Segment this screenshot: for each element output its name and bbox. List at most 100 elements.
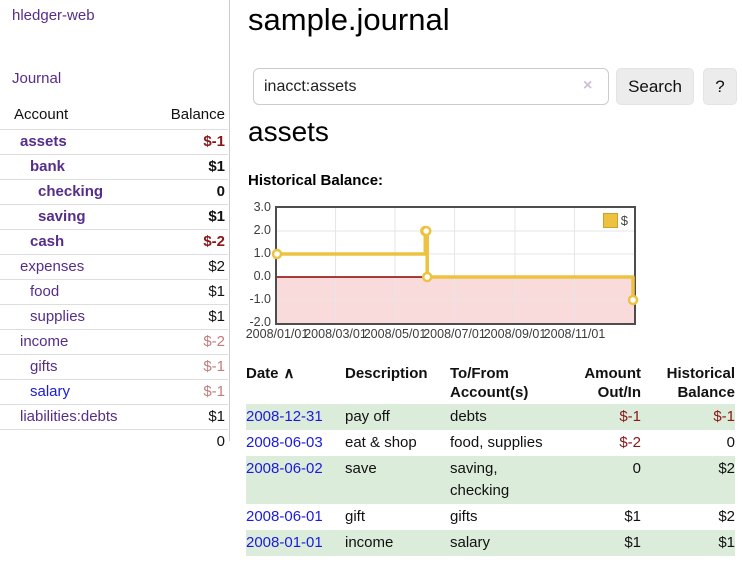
register-header-balance: Historical Balance [666,365,735,401]
transaction-description: income [345,534,394,551]
transaction-balance: $1 [718,534,735,551]
transaction-accounts: food, supplies [450,434,543,451]
account-balance: $1 [153,204,228,230]
clear-search-icon[interactable]: × [583,77,593,94]
account-balance: $1 [153,154,228,180]
accounts-total-row: 0 [0,429,228,454]
transaction-date-link[interactable]: 2008-06-01 [246,508,323,525]
account-link[interactable]: food [30,283,60,300]
account-link[interactable]: cash [30,233,65,250]
y-tick-label: 1.0 [253,246,271,260]
y-tick-label: -2.0 [249,315,271,329]
y-tick-label: -1.0 [249,292,271,306]
accounts-header-account: Account [14,106,69,123]
y-tick-label: 2.0 [253,223,271,237]
transaction-row: 2008-06-02 save saving, checking 0 $2 [246,456,735,504]
account-link[interactable]: checking [38,183,104,200]
transaction-amount: $1 [624,534,641,551]
accounts-table: Account Balance assets $-1 bank $1 check… [0,102,228,454]
account-row: cash $-2 [0,229,228,255]
help-button[interactable]: ? [703,68,737,105]
transaction-balance: $-1 [713,408,735,425]
account-link[interactable]: gifts [30,358,58,375]
transaction-balance: $2 [718,508,735,525]
sort-ascending-icon: ∧ [283,365,295,382]
account-balance: $1 [153,404,228,430]
register-header-date[interactable]: Date ∧ [246,362,345,404]
account-row: income $-2 [0,329,228,355]
x-tick-label: 2008/05/01 [363,327,427,341]
account-link[interactable]: income [20,333,69,350]
main-content: sample.journal × Search ? assets Histori… [230,0,742,582]
accounts-total: 0 [153,429,228,454]
x-tick-label: 2008/07/01 [423,327,486,341]
account-row: checking 0 [0,179,228,205]
transaction-row: 2008-01-01 income salary $1 $1 [246,530,735,556]
account-row: bank $1 [0,154,228,180]
transaction-balance: $2 [718,460,735,477]
register-header-amount: Amount Out/In [584,365,641,401]
transaction-accounts: salary [450,534,491,551]
y-tick-label: 0.0 [253,269,271,283]
account-balance: $-1 [153,354,228,380]
account-balance: $-2 [153,329,228,355]
transaction-amount: $1 [624,508,641,525]
account-link[interactable]: expenses [20,258,85,275]
transaction-date-link[interactable]: 2008-12-31 [246,408,323,425]
register-body: 2008-12-31 pay off debts $-1 $-1 2008-06… [246,404,735,556]
transaction-accounts: gifts [450,508,478,525]
transaction-balance: 0 [726,434,735,451]
transaction-description: save [345,460,377,477]
account-balance: $1 [153,304,228,330]
account-link[interactable]: bank [30,158,66,175]
x-tick-label: 2008/09/01 [483,327,547,341]
chart-plot: $ [271,206,639,325]
legend-label: $ [620,213,628,228]
account-balance: 0 [153,179,228,205]
account-link[interactable]: supplies [30,308,86,325]
sidebar: hledger-web Journal Account Balance asse… [0,0,230,454]
account-row: expenses $2 [0,254,228,280]
account-link[interactable]: saving [38,208,86,225]
page-title: sample.journal [248,2,450,37]
transaction-row: 2008-06-03 eat & shop food, supplies $-2… [246,430,735,456]
transaction-date-link[interactable]: 2008-06-03 [246,434,323,451]
account-balance: $1 [153,279,228,305]
transaction-date-link[interactable]: 2008-06-02 [246,460,323,477]
search-button[interactable]: Search [616,68,694,105]
account-balance: $-1 [153,129,228,155]
chart-x-axis: 2008/01/01 2008/03/01 2008/05/01 2008/07/01… [246,327,634,343]
sidebar-item-journal[interactable]: Journal [12,70,62,87]
app-title-link[interactable]: hledger-web [12,7,95,24]
account-link[interactable]: salary [30,383,71,400]
transaction-accounts: debts [450,408,487,425]
transaction-amount: $-1 [619,408,641,425]
transaction-amount: $-2 [619,434,641,451]
account-row: salary $-1 [0,379,228,405]
search-input[interactable] [253,68,609,105]
chart-legend: $ [600,212,630,229]
transaction-description: eat & shop [345,434,417,451]
accounts-header-balance: Balance [170,106,225,123]
accounts-body: assets $-1 bank $1 checking 0 saving $1 … [0,129,228,454]
account-row: supplies $1 [0,304,228,330]
account-link[interactable]: assets [20,133,67,150]
register-header-accounts: To/From Account(s) [450,365,529,401]
account-heading: assets [248,116,329,147]
date-header-label: Date [246,365,279,382]
transaction-description: gift [345,508,366,525]
y-tick-label: 3.0 [253,200,271,214]
transaction-row: 2008-06-01 gift gifts $1 $2 [246,504,735,530]
account-row: assets $-1 [0,129,228,155]
account-balance: $2 [153,254,228,280]
chart-y-axis: 3.0 2.0 1.0 0.0 -1.0 -2.0 [231,200,273,329]
account-link[interactable]: liabilities:debts [20,408,118,425]
account-balance: $-2 [153,229,228,255]
transaction-date-link[interactable]: 2008-01-01 [246,534,323,551]
account-row: gifts $-1 [0,354,228,380]
account-row: liabilities:debts $1 [0,404,228,430]
x-tick-label: 2008/03/01 [304,327,367,341]
account-balance: $-1 [153,379,228,405]
register-header-description: Description [345,365,428,382]
transaction-amount: 0 [632,460,641,477]
